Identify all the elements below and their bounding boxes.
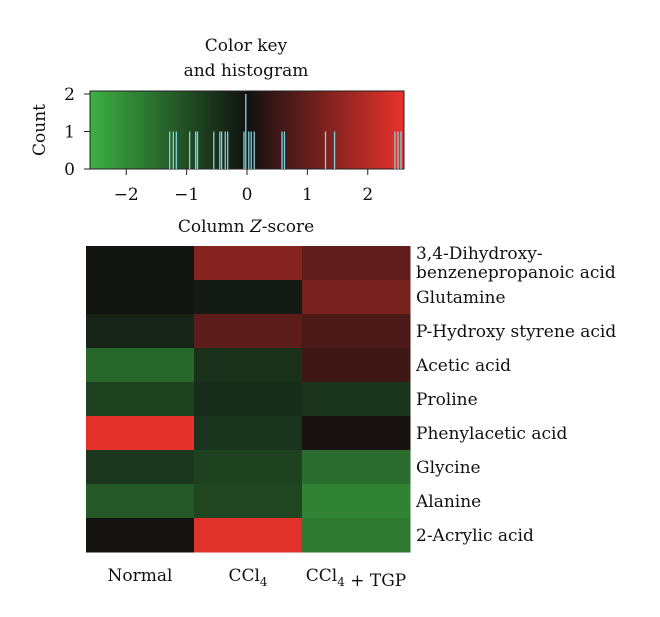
color-key-x-axis: −2 −1 0 1 2	[114, 169, 373, 205]
heatmap-cell	[194, 280, 303, 315]
heatmap-column-label: CCl4 + TGP	[306, 566, 407, 591]
heatmap-cell	[302, 246, 411, 281]
color-key-x-tick-label: −1	[174, 185, 199, 205]
heatmap-cell	[86, 484, 195, 519]
color-key-y-label: Count	[30, 104, 50, 156]
heatmap-cell	[302, 280, 411, 315]
heatmap-cell	[86, 518, 195, 553]
heatmap-cell	[194, 382, 303, 417]
heatmap-cell	[194, 348, 303, 383]
heatmap-cell	[86, 348, 195, 383]
heatmap-row-label: Glutamine	[416, 288, 506, 308]
heatmap-cell	[302, 348, 411, 383]
heatmap-cell	[86, 280, 195, 315]
heatmap-row-label: 2-Acrylic acid	[416, 526, 534, 546]
heatmap-cell	[302, 416, 411, 451]
color-key-x-tick-label: −2	[114, 185, 139, 205]
color-key-x-tick-label: 1	[302, 185, 313, 205]
heatmap-cell	[302, 518, 411, 553]
color-key-x-label: Column Z-score	[178, 217, 314, 237]
color-key: Color key and histogram −2 −1 0 1 2 0 1 2 Coun…	[30, 36, 405, 237]
heatmap-cell	[86, 416, 195, 451]
color-key-title-line2: and histogram	[184, 61, 309, 81]
heatmap-row-label: Proline	[416, 390, 478, 410]
heatmap-row-label: Acetic acid	[415, 356, 511, 376]
color-key-gradient	[89, 90, 405, 170]
heatmap-cell	[302, 382, 411, 417]
heatmap-row-label: Glycine	[416, 458, 481, 478]
heatmap-cells	[86, 246, 411, 553]
heatmap-cell	[86, 450, 195, 485]
heatmap: 3,4-Dihydroxy-benzenepropanoic acid Gluta…	[86, 244, 616, 591]
color-key-x-tick-label: 0	[242, 185, 253, 205]
color-key-y-axis: 0 1 2	[64, 85, 90, 180]
color-key-y-tick-label: 2	[64, 85, 75, 105]
heatmap-row-label: Alanine	[415, 492, 481, 512]
heatmap-cell	[86, 246, 195, 281]
histogram-lines	[169, 94, 402, 169]
heatmap-cell	[194, 416, 303, 451]
heatmap-cell	[302, 314, 411, 349]
heatmap-cell	[194, 450, 303, 485]
heatmap-column-label: CCl4	[228, 566, 267, 589]
heatmap-cell	[86, 314, 195, 349]
color-key-x-tick-label: 2	[362, 185, 373, 205]
heatmap-cell	[302, 450, 411, 485]
color-key-y-tick-label: 0	[64, 160, 75, 180]
heatmap-row-label: P-Hydroxy styrene acid	[416, 322, 616, 342]
heatmap-column-labels: Normal CCl4 CCl4 + TGP	[108, 566, 407, 591]
heatmap-cell	[194, 246, 303, 281]
heatmap-column-label: Normal	[108, 566, 173, 586]
color-key-y-tick-label: 1	[64, 123, 75, 143]
heatmap-cell	[302, 484, 411, 519]
color-key-title-line1: Color key	[205, 36, 288, 56]
heatmap-cell	[194, 314, 303, 349]
heatmap-cell	[194, 518, 303, 553]
heatmap-row-labels: 3,4-Dihydroxy-benzenepropanoic acid Gluta…	[415, 244, 616, 546]
heatmap-row-label: Phenylacetic acid	[416, 424, 567, 444]
heatmap-cell	[86, 382, 195, 417]
heatmap-row-label: 3,4-Dihydroxy-benzenepropanoic acid	[416, 244, 616, 283]
heatmap-cell	[194, 484, 303, 519]
